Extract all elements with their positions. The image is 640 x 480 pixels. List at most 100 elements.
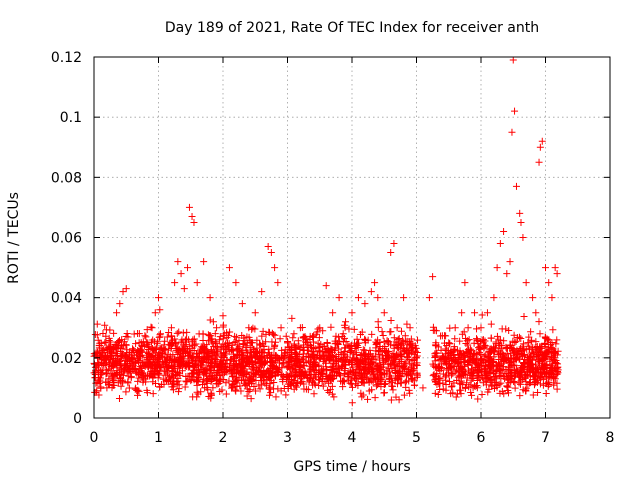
band-point (445, 360, 453, 368)
data-point (190, 218, 198, 226)
band-point (307, 371, 315, 379)
band-point (108, 362, 116, 370)
data-point (490, 294, 498, 302)
band-point (467, 365, 475, 373)
band-point (150, 367, 158, 375)
band-point (430, 362, 438, 370)
band-point (360, 365, 368, 373)
band-point (514, 368, 522, 376)
band-point (230, 362, 238, 370)
band-point (99, 345, 107, 353)
band-point (123, 369, 131, 377)
band-point (174, 368, 182, 376)
band-point (222, 390, 230, 398)
band-point (196, 369, 204, 377)
band-point (511, 338, 519, 346)
band-point (506, 363, 514, 371)
band-point (173, 381, 181, 389)
band-point (258, 332, 266, 340)
band-point (503, 372, 511, 380)
band-point (378, 374, 386, 382)
band-point (203, 341, 211, 349)
band-point (387, 361, 395, 369)
band-point (534, 369, 542, 377)
band-point (94, 336, 102, 344)
band-point (198, 357, 206, 365)
band-point (346, 348, 354, 356)
band-point (167, 332, 175, 340)
band-point (99, 369, 107, 377)
band-point (327, 376, 335, 384)
band-point (323, 375, 331, 383)
band-point (445, 371, 453, 379)
band-point (330, 393, 338, 401)
data-point (271, 264, 279, 272)
band-point (353, 335, 361, 343)
band-point (458, 330, 466, 338)
axis-ticks (93, 56, 611, 419)
band-point (99, 329, 107, 337)
band-point (223, 334, 231, 342)
x-tick-label: 3 (283, 430, 292, 446)
band-point (511, 366, 519, 374)
band-point (95, 391, 103, 399)
band-point (399, 336, 407, 344)
band-point (403, 370, 411, 378)
band-point (318, 378, 326, 386)
band-point (270, 331, 278, 339)
band-point (322, 366, 330, 374)
band-point (414, 336, 422, 344)
band-point (346, 342, 354, 350)
band-point (175, 328, 183, 336)
data-point (461, 279, 469, 287)
band-point (479, 336, 487, 344)
band-point (525, 345, 533, 353)
data-point (125, 354, 133, 362)
band-point (412, 361, 420, 369)
band-point (319, 351, 327, 359)
band-point (106, 348, 114, 356)
band-point (389, 349, 397, 357)
band-point (206, 366, 214, 374)
x-tick-label: 5 (412, 430, 421, 446)
band-point (364, 395, 372, 403)
band-point (278, 353, 286, 361)
band-point (114, 338, 122, 346)
band-point (503, 356, 511, 364)
band-point (287, 371, 295, 379)
band-point (243, 333, 251, 341)
band-point (229, 383, 237, 391)
band-point (199, 364, 207, 372)
data-point (429, 273, 437, 281)
band-point (517, 335, 525, 343)
band-point (122, 388, 130, 396)
band-point (211, 330, 219, 338)
band-point (249, 345, 257, 353)
band-point (450, 363, 458, 371)
band-point (261, 379, 269, 387)
band-point (493, 375, 501, 383)
band-point (124, 379, 132, 387)
y-tick-label: 0.12 (51, 50, 82, 66)
band-point (212, 352, 220, 360)
band-point (469, 375, 477, 383)
band-point (374, 362, 382, 370)
band-point (485, 357, 493, 365)
band-point (310, 390, 318, 398)
band-point (156, 383, 164, 391)
band-point (283, 348, 291, 356)
band-point (551, 375, 559, 383)
band-point (543, 335, 551, 343)
band-point (466, 350, 474, 358)
band-point (454, 360, 462, 368)
band-point (136, 364, 144, 372)
band-point (447, 352, 455, 360)
band-point (516, 355, 524, 363)
band-point (256, 363, 264, 371)
band-point (343, 355, 351, 363)
y-tick-label: 0.06 (51, 231, 82, 247)
band-point (232, 338, 240, 346)
band-point (215, 336, 223, 344)
band-point (197, 388, 205, 396)
band-point (194, 352, 202, 360)
